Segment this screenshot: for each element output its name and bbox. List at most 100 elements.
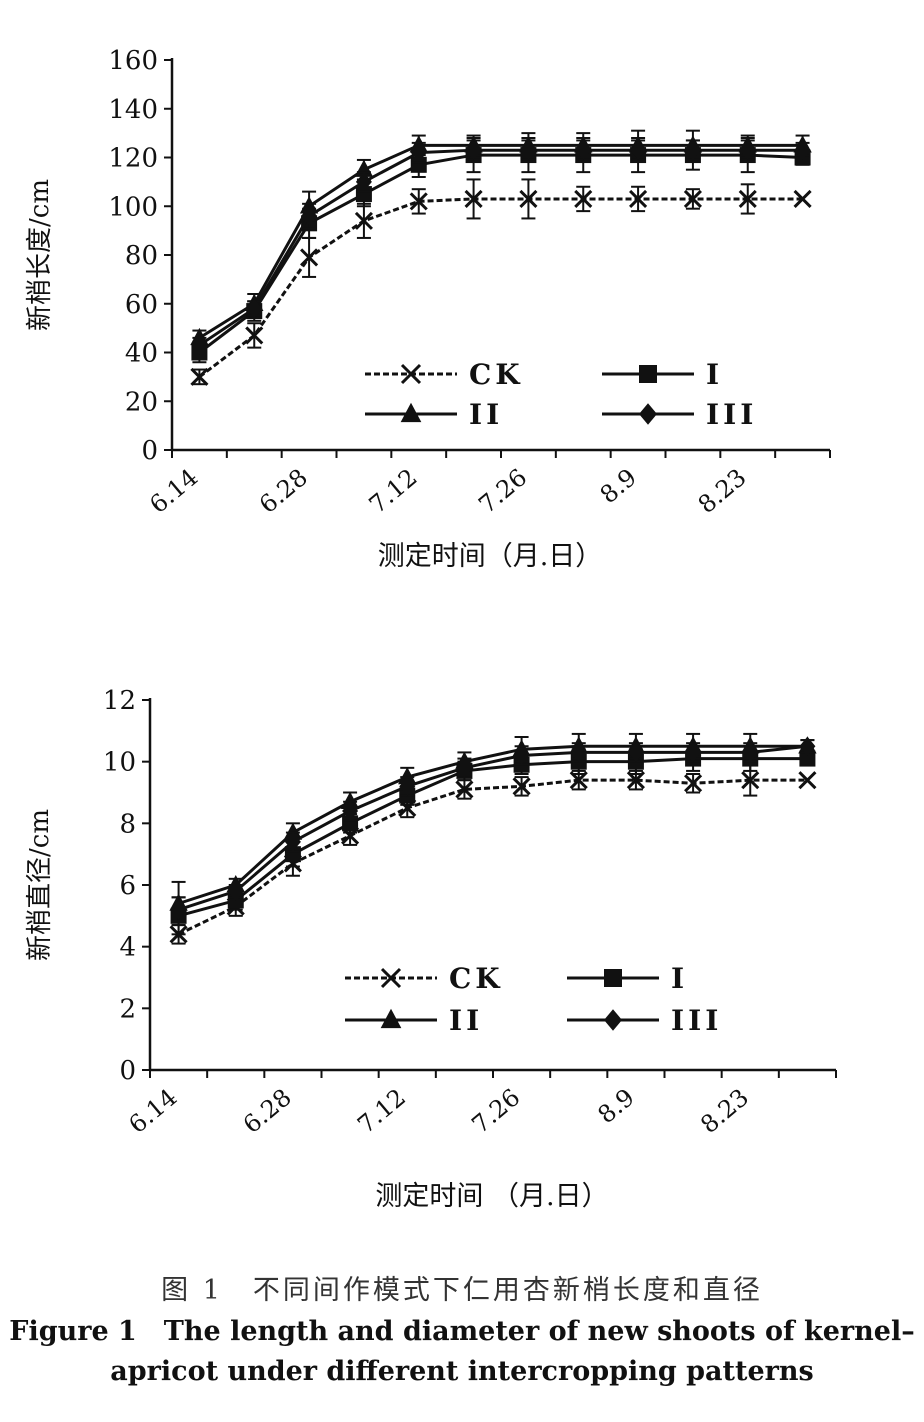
y-tick-label: 160 (108, 46, 158, 76)
series-line-III (178, 744, 808, 912)
data-point (300, 248, 319, 267)
data-point (574, 189, 593, 208)
y-tick-label: 100 (108, 192, 158, 222)
x-tick-label: 6.14 (124, 1083, 183, 1139)
y-axis-title: 新梢直径/cm (25, 809, 55, 961)
y-tick-label: 140 (108, 95, 158, 125)
shoot-length-chart-svg: 0 20 40 60 80 100 120 140 160 6.14 6.28 7.12 7.26 8.9… (25, 46, 831, 572)
y-tick-label: 4 (119, 933, 136, 963)
legend-label-CK: CK (449, 962, 504, 995)
y-tick-label: 6 (119, 871, 136, 901)
data-point (793, 189, 812, 208)
legend-label-CK: CK (469, 358, 524, 391)
series-III (170, 736, 816, 923)
legend-marker-II (400, 402, 422, 423)
data-point (630, 140, 647, 160)
figure-caption-english-line1: Figure 1 The length and diameter of new … (9, 1316, 915, 1347)
data-point (465, 140, 482, 160)
y-tick-label: 20 (125, 387, 158, 417)
x-tick-label: 8.23 (693, 463, 752, 519)
series-line-III (198, 148, 803, 347)
x-tick-label: 7.26 (473, 463, 532, 519)
legend: CK III III (345, 962, 722, 1037)
data-point (683, 189, 702, 208)
series-line-II (198, 143, 803, 340)
data-point (464, 189, 483, 208)
y-tick-label: 40 (125, 339, 158, 369)
data-point (519, 189, 538, 208)
legend-marker-I (639, 365, 657, 383)
legend-label-II: II (469, 398, 503, 431)
y-tick-label: 60 (125, 290, 158, 320)
x-tick-label: 8.23 (695, 1083, 754, 1139)
x-tick-label: 6.14 (144, 463, 203, 519)
legend-label-II: II (449, 1004, 483, 1037)
x-tick-label: 6.28 (238, 1083, 297, 1139)
data-point (798, 771, 817, 790)
x-tick-label: 7.26 (467, 1083, 526, 1139)
legend-marker-III (604, 1009, 622, 1031)
data-point (513, 745, 530, 766)
x-tick-label: 7.12 (364, 463, 423, 519)
data-point (398, 767, 417, 785)
data-point (575, 140, 592, 160)
legend-label-III: III (671, 1004, 722, 1037)
data-point (409, 192, 428, 211)
shoot-diameter-chart-svg: 0 2 4 6 8 10 12 6.14 6.28 7.12 7.26 8.9 8.23 新梢直径/cm 测… (25, 686, 837, 1212)
data-point (684, 774, 703, 793)
data-point (245, 326, 264, 345)
x-tick-label: 8.9 (593, 1083, 640, 1129)
series-II (190, 129, 812, 347)
series-CK (190, 178, 812, 386)
data-point (354, 211, 373, 230)
data-point (794, 140, 811, 160)
series-line-CK (198, 197, 803, 379)
figure-caption-english: Figure 1 The length and diameter of new … (0, 1312, 924, 1392)
y-tick-label: 0 (141, 436, 158, 466)
x-tick-label: 8.9 (595, 463, 642, 509)
data-point (355, 172, 372, 192)
y-tick-label: 80 (125, 241, 158, 271)
data-point (355, 186, 372, 203)
data-point (191, 335, 208, 355)
legend-marker-CK (380, 967, 402, 989)
legend: CK III III (365, 358, 757, 431)
series-line-II (178, 744, 808, 905)
y-tick-label: 0 (119, 1056, 136, 1086)
legend-label-I: I (706, 358, 723, 391)
series-I (170, 745, 816, 936)
data-point (799, 750, 816, 767)
y-tick-label: 2 (119, 994, 136, 1024)
shoot-length-chart: 0 20 40 60 80 100 120 140 160 6.14 6.28 7.12 7.26 8.9… (0, 0, 924, 600)
data-point (739, 140, 756, 160)
data-point (520, 140, 537, 160)
figure-caption-english-line2: apricot under different intercropping pa… (110, 1356, 814, 1387)
legend-marker-CK (400, 363, 422, 385)
data-point (301, 206, 318, 226)
x-tick-label: 6.28 (254, 463, 313, 519)
legend-marker-III (639, 403, 657, 425)
data-point (741, 771, 760, 790)
legend-label-III: III (706, 398, 757, 431)
legend-marker-I (604, 969, 622, 987)
legend-marker-II (380, 1008, 402, 1029)
x-tick-label: 7.12 (352, 1083, 411, 1139)
data-point (340, 791, 360, 809)
series-line-I (178, 757, 808, 918)
data-point (190, 367, 209, 386)
legend-label-I: I (671, 962, 688, 995)
y-tick-label: 8 (119, 809, 136, 839)
series-line-I (198, 153, 803, 354)
y-axis-title: 新梢长度/cm (25, 179, 55, 331)
data-point (684, 140, 701, 160)
data-point (410, 156, 427, 173)
x-axis-title: 测定时间 （月.日） (375, 1181, 608, 1212)
data-point (342, 801, 359, 821)
x-axis-title: 测定时间（月.日） (378, 541, 603, 572)
data-point (170, 900, 187, 920)
figure-caption-chinese: 图 1 不同间作模式下仁用杏新梢长度和直径 (161, 1275, 763, 1306)
series-line-CK (177, 778, 808, 936)
data-point (410, 143, 427, 163)
data-point (629, 189, 648, 208)
data-point (512, 777, 531, 796)
